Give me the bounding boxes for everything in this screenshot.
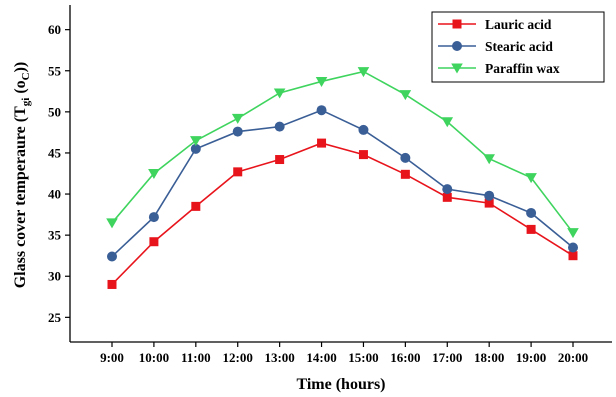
y-tick-label: 45 bbox=[48, 145, 62, 160]
data-point-lauric-acid bbox=[568, 251, 578, 261]
data-point-stearic-acid bbox=[107, 251, 117, 262]
data-point-paraffin-wax bbox=[106, 218, 118, 229]
x-axis-ticks: 9:00 10:00 11:00 12:00 13:00 14:00 15:00 16:00 1… bbox=[100, 342, 588, 365]
data-point-paraffin-wax bbox=[483, 154, 495, 165]
y-tick-label: 40 bbox=[48, 187, 61, 202]
x-tick-label: 11:00 bbox=[181, 350, 211, 365]
data-point-stearic-acid bbox=[526, 207, 537, 218]
x-tick-label: 16:00 bbox=[390, 350, 420, 365]
legend-item-lauric-acid: Lauric acid bbox=[438, 17, 552, 32]
legend-item-paraffin-wax: Paraffin wax bbox=[438, 61, 560, 76]
data-point-paraffin-wax bbox=[567, 228, 579, 239]
legend-marker bbox=[452, 41, 462, 51]
data-point-stearic-acid bbox=[316, 105, 327, 116]
legend-item-stearic-acid: Stearic acid bbox=[438, 39, 553, 54]
x-tick-label: 9:00 bbox=[100, 350, 124, 365]
legend-label: Lauric acid bbox=[485, 17, 552, 32]
data-point-lauric-acid bbox=[149, 237, 159, 247]
data-point-paraffin-wax bbox=[148, 169, 160, 179]
data-point-paraffin-wax bbox=[273, 88, 286, 99]
data-point-stearic-acid bbox=[190, 143, 201, 154]
series-stearic-acid bbox=[107, 105, 578, 262]
data-point-lauric-acid bbox=[442, 192, 452, 202]
data-point-lauric-acid bbox=[107, 279, 117, 289]
series-line-paraffin-wax bbox=[111, 70, 574, 234]
y-tick-label: 30 bbox=[48, 269, 61, 284]
data-point-lauric-acid bbox=[233, 167, 243, 177]
legend-label: Stearic acid bbox=[485, 39, 553, 54]
x-tick-label: 14:00 bbox=[306, 350, 336, 365]
x-axis-title: Time (hours) bbox=[296, 376, 385, 393]
data-point-stearic-acid bbox=[358, 124, 369, 135]
data-point-stearic-acid bbox=[232, 126, 243, 137]
legend-marker bbox=[452, 19, 462, 29]
y-tick-label: 50 bbox=[48, 104, 61, 119]
y-tick-label: 60 bbox=[48, 22, 61, 37]
data-point-lauric-acid bbox=[400, 169, 410, 179]
legend-label: Paraffin wax bbox=[485, 61, 560, 76]
data-point-paraffin-wax bbox=[357, 67, 370, 78]
series-lauric-acid bbox=[107, 138, 578, 289]
data-point-lauric-acid bbox=[484, 198, 494, 208]
x-tick-label: 15:00 bbox=[348, 350, 378, 365]
y-axis-ticks: 25 30 35 40 45 50 55 60 bbox=[48, 22, 70, 325]
data-point-paraffin-wax bbox=[399, 90, 412, 101]
y-tick-label: 55 bbox=[48, 63, 62, 78]
y-tick-label: 25 bbox=[48, 310, 62, 325]
data-point-lauric-acid bbox=[358, 150, 368, 160]
data-point-stearic-acid bbox=[148, 212, 159, 223]
data-point-paraffin-wax bbox=[315, 76, 328, 87]
data-point-lauric-acid bbox=[275, 155, 285, 165]
data-point-paraffin-wax bbox=[525, 173, 537, 184]
data-point-paraffin-wax bbox=[190, 136, 202, 147]
x-tick-label: 18:00 bbox=[474, 350, 504, 365]
data-point-stearic-acid bbox=[400, 152, 411, 163]
x-tick-label: 17:00 bbox=[432, 350, 462, 365]
y-axis-title: Glass cover temperaure (Tgi (oC)) bbox=[12, 62, 32, 289]
x-tick-label: 19:00 bbox=[516, 350, 546, 365]
data-point-paraffin-wax bbox=[231, 113, 244, 124]
data-point-stearic-acid bbox=[442, 184, 453, 195]
y-tick-label: 35 bbox=[48, 228, 62, 243]
x-tick-label: 12:00 bbox=[223, 350, 253, 365]
legend-marker bbox=[451, 63, 463, 74]
x-tick-label: 20:00 bbox=[558, 350, 588, 365]
series-line-lauric-acid bbox=[111, 142, 574, 286]
data-point-stearic-acid bbox=[484, 190, 495, 201]
data-point-lauric-acid bbox=[526, 224, 536, 234]
series-line-stearic-acid bbox=[111, 109, 574, 258]
data-point-paraffin-wax bbox=[441, 117, 454, 128]
legend: Lauric acid Stearic acid Paraffin wax bbox=[431, 11, 605, 83]
data-point-lauric-acid bbox=[191, 201, 201, 211]
x-tick-label: 10:00 bbox=[139, 350, 169, 365]
series-layer bbox=[106, 67, 579, 289]
data-point-stearic-acid bbox=[568, 242, 578, 253]
data-point-stearic-acid bbox=[274, 121, 285, 132]
data-point-lauric-acid bbox=[317, 138, 327, 148]
x-tick-label: 13:00 bbox=[264, 350, 294, 365]
series-paraffin-wax bbox=[106, 67, 579, 239]
plot-frame bbox=[69, 5, 612, 343]
